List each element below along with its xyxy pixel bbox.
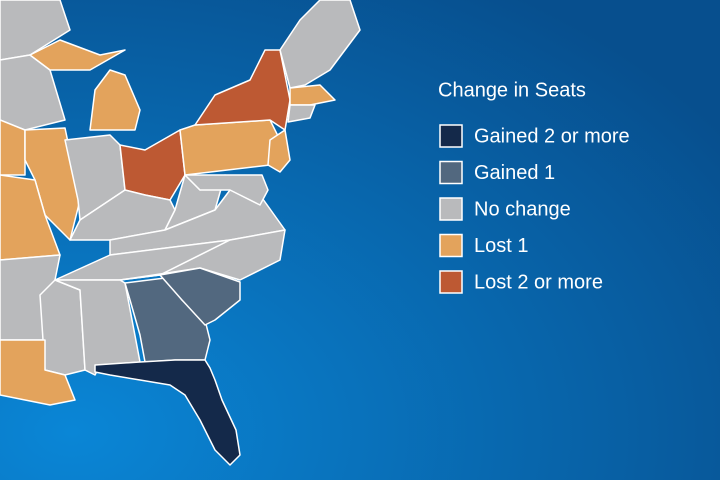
legend-label: Gained 2 or more: [474, 125, 630, 147]
legend-label: Lost 1: [474, 235, 528, 257]
state: [289, 84, 336, 106]
state: [0, 119, 26, 176]
state: [89, 69, 141, 131]
legend: Change in Seats Gained 2 or more Gained 1…: [438, 79, 630, 294]
legend-swatch: [439, 124, 463, 148]
state: [94, 359, 241, 466]
legend-swatch: [439, 160, 463, 185]
state: [287, 104, 316, 123]
state: [0, 339, 76, 406]
legend-label: No change: [474, 198, 571, 220]
state: [159, 267, 241, 326]
legend-swatch: [439, 270, 463, 294]
state: [0, 0, 71, 61]
state: [29, 39, 126, 71]
legend-swatch: [439, 233, 463, 258]
legend-label: Lost 2 or more: [474, 271, 603, 293]
legend-title: Change in Seats: [438, 79, 586, 101]
legend-swatch: [439, 197, 463, 221]
map: [0, 0, 361, 466]
state: [39, 279, 86, 376]
legend-label: Gained 1: [474, 162, 555, 184]
state: [267, 129, 291, 173]
state: [0, 174, 61, 261]
